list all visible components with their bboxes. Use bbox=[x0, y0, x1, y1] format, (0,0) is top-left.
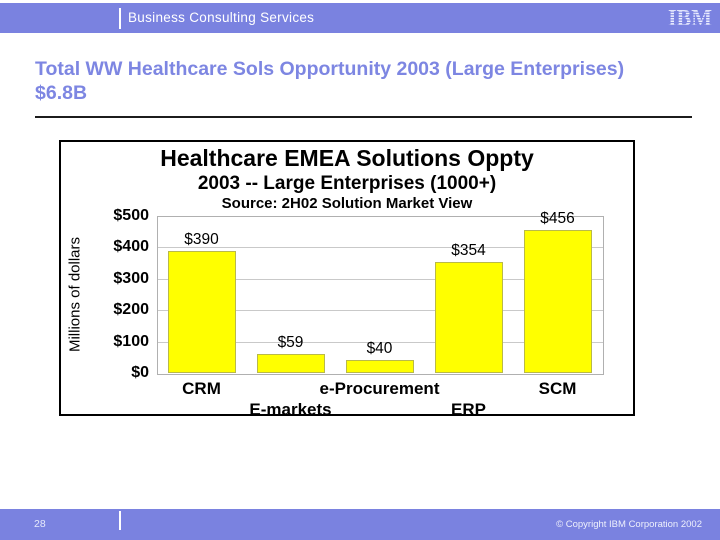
bar-value-label: $59 bbox=[277, 334, 304, 352]
bar-value-label: $390 bbox=[184, 230, 219, 248]
bar-value-label: $40 bbox=[366, 340, 393, 358]
header-divider bbox=[119, 8, 121, 29]
chart-title: Healthcare EMEA Solutions Oppty bbox=[160, 145, 534, 171]
chart-source: Source: 2H02 Solution Market View bbox=[221, 195, 473, 212]
bar-value-label: $354 bbox=[451, 241, 486, 259]
header-brand-text: Business Consulting Services bbox=[128, 10, 315, 25]
y-tick-label: $500 bbox=[113, 207, 149, 224]
bar bbox=[345, 360, 414, 373]
gridline bbox=[158, 310, 603, 312]
chart-frame: Healthcare EMEA Solutions Oppty 2003 -- … bbox=[59, 140, 635, 419]
header-band: Business Consulting Services IBM bbox=[0, 3, 720, 33]
x-category-label: E-markets bbox=[249, 400, 332, 419]
y-tick-label: $0 bbox=[131, 364, 149, 381]
x-category-label: ERP bbox=[451, 400, 486, 419]
title-rule bbox=[35, 116, 692, 118]
y-tick-label: $100 bbox=[113, 332, 149, 350]
footer-band: 28 © Copyright IBM Corporation 2002 bbox=[0, 509, 720, 540]
ibm-logo-icon: IBM bbox=[667, 7, 713, 34]
page-number: 28 bbox=[34, 518, 46, 530]
gridline bbox=[158, 278, 603, 280]
x-category-label: SCM bbox=[538, 379, 577, 398]
bar bbox=[434, 261, 503, 373]
bar bbox=[256, 354, 325, 373]
bar-value-label: $456 bbox=[540, 209, 575, 227]
y-tick-label: $200 bbox=[113, 301, 149, 319]
slide-title: Total WW Healthcare Sols Opportunity 200… bbox=[35, 58, 625, 104]
footer-copyright: © Copyright IBM Corporation 2002 bbox=[556, 519, 702, 530]
gridline bbox=[158, 247, 603, 249]
y-tick-label: $400 bbox=[113, 238, 149, 256]
chart-subtitle: 2003 -- Large Enterprises (1000+) bbox=[197, 173, 497, 194]
x-category-label: e-Procurement bbox=[319, 379, 440, 398]
y-tick-label: $300 bbox=[113, 269, 149, 287]
bar bbox=[523, 229, 592, 373]
footer-divider bbox=[119, 511, 121, 530]
x-category-label: CRM bbox=[182, 379, 221, 398]
bar bbox=[167, 250, 236, 373]
gridline bbox=[158, 341, 603, 343]
